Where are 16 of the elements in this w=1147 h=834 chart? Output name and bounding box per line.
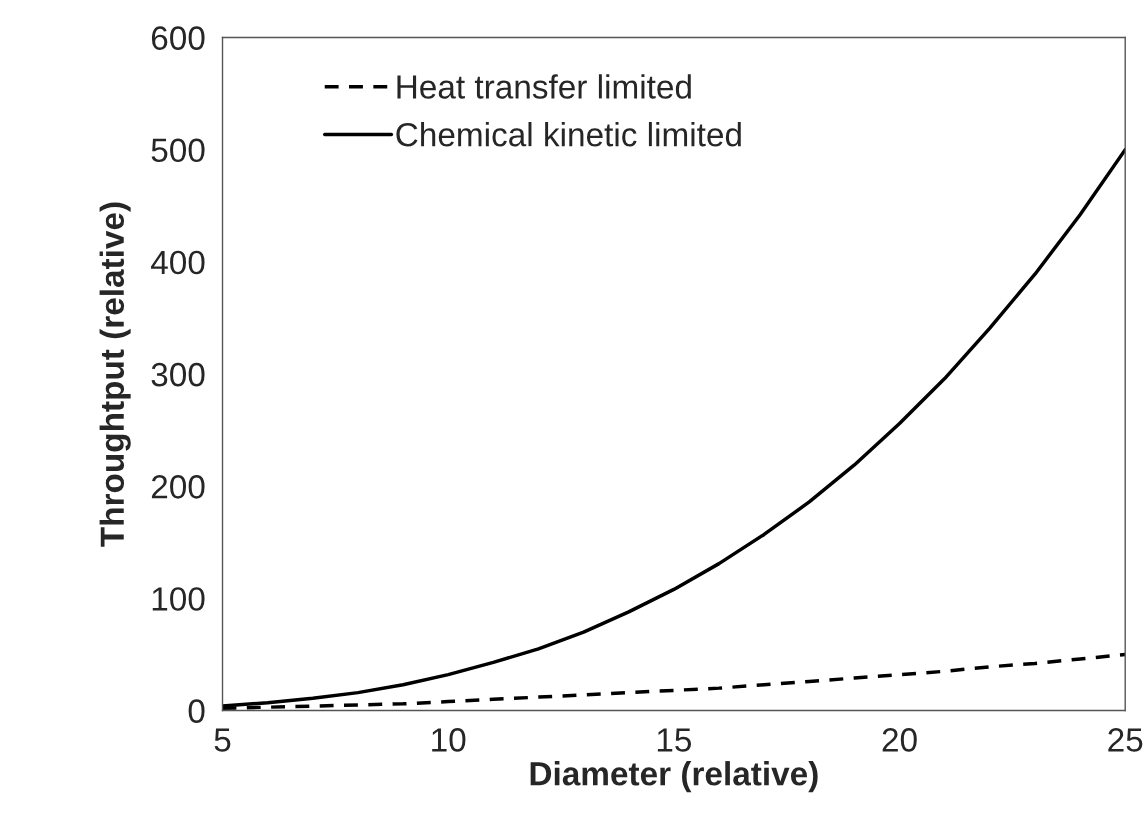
x-tick-label: 20 bbox=[882, 728, 917, 752]
y-tick-label: 200 bbox=[151, 475, 205, 499]
x-axis-title: Diameter (relative) bbox=[530, 761, 818, 793]
y-tick-label: 300 bbox=[151, 362, 205, 387]
y-tick-label: 100 bbox=[152, 587, 205, 611]
x-tick-label: 15 bbox=[657, 728, 692, 752]
y-tick-label: 600 bbox=[151, 26, 205, 50]
y-tick-label: 0 bbox=[188, 699, 205, 723]
y-tick-label: 400 bbox=[151, 250, 205, 275]
x-tick-label: 10 bbox=[432, 728, 466, 752]
x-tick-label: 25 bbox=[1108, 728, 1143, 752]
y-tick-label: 500 bbox=[151, 138, 205, 163]
legend-label: Chemical kinetic limited bbox=[396, 122, 741, 147]
y-axis-title: Throughtput (relative) bbox=[99, 202, 131, 547]
x-tick-label: 5 bbox=[214, 728, 231, 752]
legend-label: Heat transfer limited bbox=[397, 74, 691, 99]
